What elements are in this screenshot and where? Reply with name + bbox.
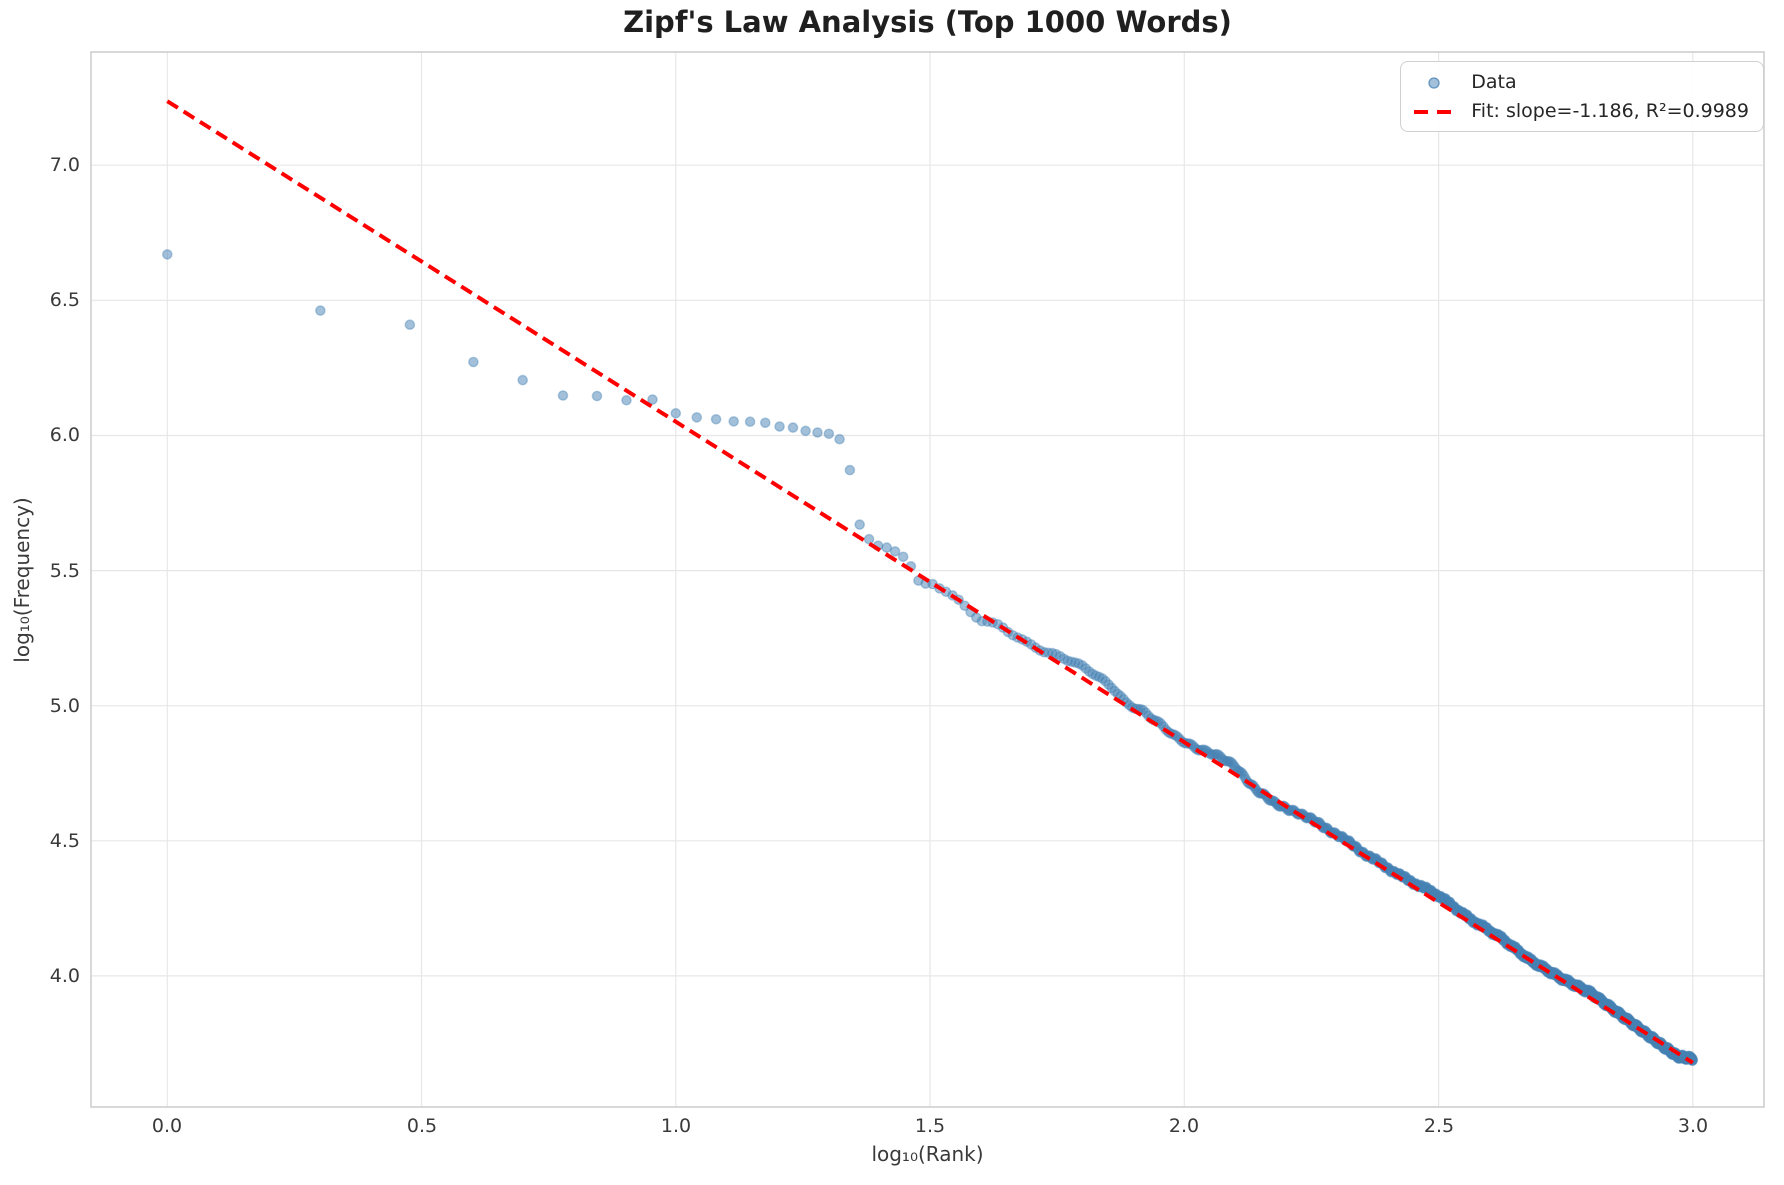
y-tick-label: 7.0: [49, 154, 80, 176]
x-tick-label: 0.5: [406, 1115, 438, 1137]
legend-item-fit: Fit: slope=-1.186, R²=0.9989: [1411, 99, 1749, 123]
x-tick-label: 0.0: [151, 1115, 183, 1137]
chart-title: Zipf's Law Analysis (Top 1000 Words): [623, 5, 1232, 39]
x-tick-label: 3.0: [1677, 1115, 1709, 1137]
legend-marker-icon: [1428, 77, 1440, 89]
x-tick-label: 2.0: [1168, 1115, 1200, 1137]
legend: Data Fit: slope=-1.186, R²=0.9989: [1400, 61, 1764, 132]
y-tick-label: 4.5: [49, 830, 80, 852]
x-axis-label: log₁₀(Rank): [871, 1142, 984, 1166]
x-tick-label: 1.5: [914, 1115, 946, 1137]
y-tick-label: 6.0: [49, 424, 80, 446]
y-tick-label: 5.5: [49, 560, 80, 582]
x-tick-label: 2.5: [1423, 1115, 1455, 1137]
legend-dash-icon: [1414, 110, 1456, 114]
plot-border: [90, 51, 1765, 1108]
legend-item-data: Data: [1411, 70, 1749, 94]
y-tick-label: 4.0: [49, 965, 80, 987]
x-tick-label: 1.0: [660, 1115, 692, 1137]
gridlines: [91, 52, 1764, 1107]
y-tick-label: 5.0: [49, 695, 80, 717]
legend-item-data-label: Data: [1471, 71, 1517, 93]
y-axis-label: log₁₀(Frequency): [10, 497, 34, 663]
fit-line: [166, 99, 1694, 1065]
y-tick-label: 6.5: [49, 289, 80, 311]
legend-item-fit-label: Fit: slope=-1.186, R²=0.9989: [1471, 100, 1749, 122]
